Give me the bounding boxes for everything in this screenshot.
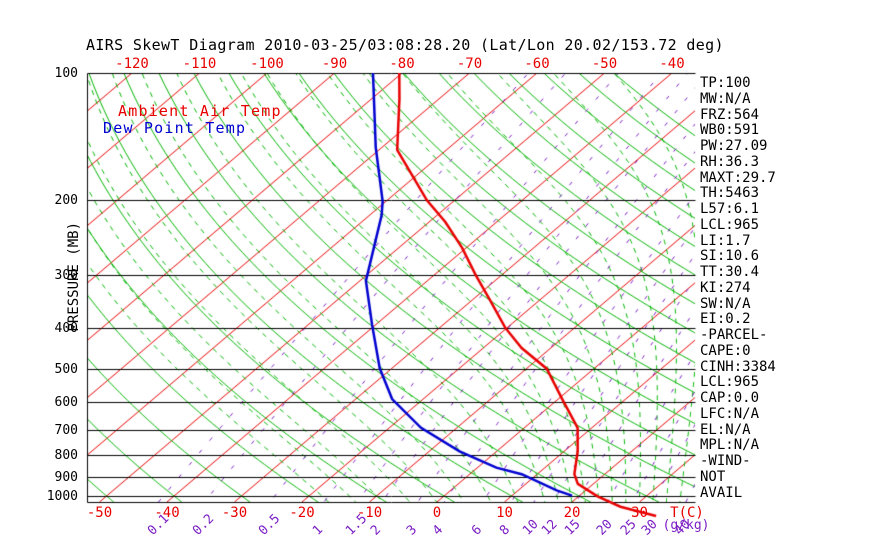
sounding-index-item: TT:30.4: [700, 264, 760, 280]
sounding-index-item: NOT: [700, 468, 726, 485]
bottom-temp-tick: -40: [154, 505, 180, 521]
legend-ambient-air-temp: Ambient Air Temp: [118, 102, 282, 120]
sounding-index-item: -PARCEL-: [700, 327, 768, 343]
sounding-index-item: LCL:965: [700, 216, 760, 233]
bottom-temp-tick: 10: [496, 505, 513, 521]
mixing-ratio-unit-label: (g/kg): [662, 518, 710, 533]
pressure-tick: 100: [54, 66, 78, 81]
pressure-tick: 600: [54, 395, 78, 411]
pressure-tick: 700: [54, 423, 78, 439]
sounding-index-item: -WIND-: [700, 453, 751, 469]
temperature-unit-label: T(C): [670, 505, 704, 521]
bottom-temp-tick: 20: [563, 505, 581, 521]
top-axis-tick: -60: [524, 56, 550, 72]
sounding-index-item: CAPE:0: [700, 342, 751, 359]
sounding-index-item: MW:N/A: [700, 90, 751, 107]
sounding-index-item: AVAIL: [700, 484, 743, 501]
sounding-index-item: LCL:965: [700, 374, 760, 391]
sounding-index-item: EL:N/A: [700, 421, 751, 438]
pressure-tick: 400: [54, 320, 78, 336]
bottom-temp-tick: -20: [289, 505, 315, 521]
sounding-index-item: FRZ:564: [700, 106, 760, 123]
pressure-tick: 200: [54, 193, 78, 209]
pressure-tick: 800: [54, 448, 78, 463]
top-axis-tick: -100: [250, 56, 284, 72]
top-axis-tick: -50: [591, 56, 618, 72]
bottom-temp-tick: -30: [221, 505, 248, 521]
top-axis-tick: -110: [182, 56, 217, 72]
sounding-index-item: TH:5463: [700, 185, 760, 202]
sounding-index-item: SW:N/A: [700, 295, 751, 312]
legend-dew-point-temp: Dew Point Temp: [103, 119, 247, 137]
sounding-index-item: MAXT:29.7: [700, 169, 776, 186]
sounding-index-item: TP:100: [700, 75, 751, 91]
top-axis-tick: -90: [321, 56, 348, 72]
top-axis-tick: -80: [389, 56, 415, 72]
sounding-index-item: PW:27.09: [700, 138, 768, 154]
sounding-index-item: KI:274: [700, 279, 751, 296]
sounding-index-item: RH:36.3: [700, 153, 760, 170]
sounding-index-item: LFC:N/A: [700, 405, 760, 422]
pressure-tick: 500: [54, 361, 78, 377]
top-axis-tick: -70: [456, 56, 483, 72]
bottom-temp-tick: 30: [631, 505, 648, 521]
sounding-index-item: LI:1.7: [700, 232, 751, 249]
bottom-temp-tick: -10: [356, 505, 383, 521]
pressure-tick: 1000: [46, 489, 78, 504]
pressure-tick: 300: [54, 267, 78, 283]
sounding-index-item: MPL:N/A: [700, 437, 760, 454]
bottom-temp-tick: 0: [432, 505, 442, 521]
sounding-index-item: L57:6.1: [700, 201, 760, 217]
top-axis-tick: -120: [115, 56, 149, 72]
sounding-index-item: CINH:3384: [700, 358, 776, 375]
sounding-index-item: SI:10.6: [700, 248, 760, 265]
top-axis-tick: -40: [659, 56, 685, 72]
bottom-temp-tick: -50: [86, 505, 113, 521]
sounding-index-item: CAP:0.0: [700, 390, 760, 406]
pressure-tick: 900: [54, 469, 78, 485]
sounding-index-item: EI:0.2: [700, 311, 751, 328]
sounding-index-item: WB0:591: [700, 122, 760, 139]
chart-title: AIRS SkewT Diagram 2010-03-25/03:08:28.2…: [86, 36, 724, 54]
